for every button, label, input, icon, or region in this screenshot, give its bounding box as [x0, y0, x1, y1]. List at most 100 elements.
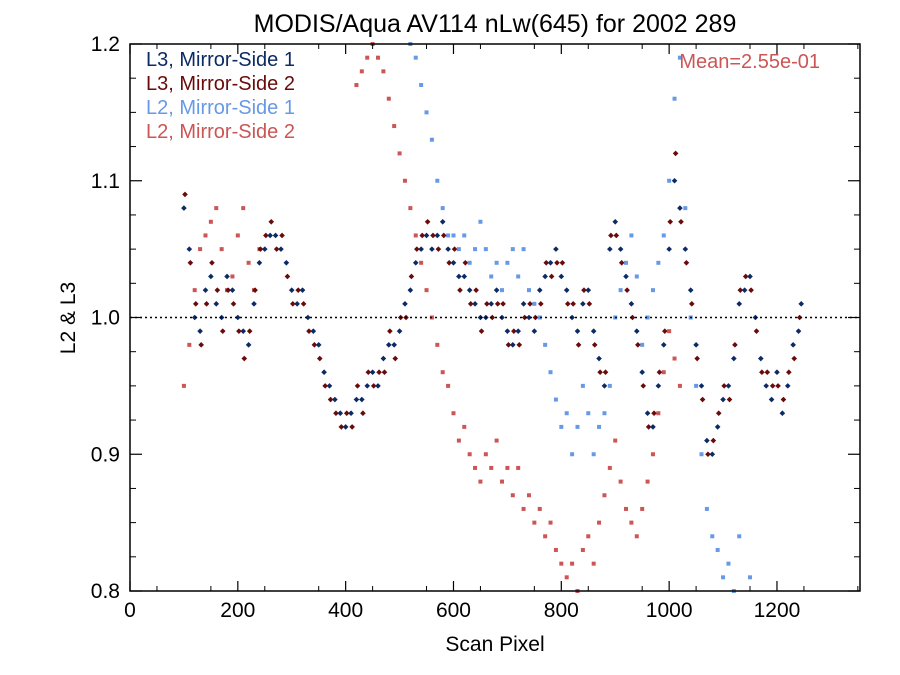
data-point [241, 206, 246, 211]
data-point [229, 287, 236, 293]
data-point [532, 301, 537, 306]
data-point [564, 575, 569, 580]
data-point [699, 396, 706, 403]
data-point [236, 328, 242, 334]
data-point [440, 370, 445, 375]
data-point [494, 438, 499, 443]
data-point [424, 110, 429, 115]
data-point [462, 260, 469, 266]
data-point [574, 328, 581, 334]
data-point [505, 342, 512, 348]
data-point [651, 410, 657, 417]
data-point [672, 356, 677, 361]
data-point [353, 396, 360, 403]
data-point [553, 246, 559, 252]
data-point [257, 246, 264, 252]
data-point [580, 383, 585, 388]
data-point [241, 355, 248, 362]
data-point [677, 55, 682, 60]
data-point [408, 206, 413, 211]
data-point [693, 342, 699, 348]
data-point [235, 233, 240, 238]
data-point [299, 287, 306, 293]
data-point [748, 287, 754, 293]
data-point [590, 328, 597, 334]
data-point [516, 342, 523, 348]
data-point [467, 452, 472, 457]
data-point [624, 287, 630, 293]
data-point [726, 396, 733, 403]
data-point [553, 397, 558, 402]
data-point [705, 451, 711, 458]
data-point [521, 247, 526, 252]
data-point [435, 178, 440, 183]
data-point [586, 534, 591, 539]
data-point [768, 396, 775, 403]
data-point [219, 328, 226, 334]
data-point [321, 369, 327, 375]
data-point [554, 260, 560, 266]
data-point [569, 314, 575, 321]
data-point [742, 273, 749, 280]
data-point [213, 301, 220, 307]
data-point [429, 246, 435, 252]
data-point [634, 274, 639, 279]
data-point [360, 410, 366, 417]
data-point [660, 342, 667, 348]
data-point [601, 383, 608, 389]
data-point [478, 219, 483, 224]
data-point [759, 369, 765, 375]
data-point [402, 178, 407, 183]
data-point [564, 301, 571, 307]
data-point [747, 273, 753, 280]
data-point [467, 260, 472, 265]
data-point [726, 561, 731, 566]
data-point [466, 287, 473, 293]
data-point [192, 301, 199, 307]
data-point [671, 177, 678, 184]
data-point [462, 424, 467, 429]
data-point [763, 383, 769, 389]
data-point [370, 383, 377, 389]
data-point [784, 383, 791, 389]
data-point [457, 287, 463, 293]
data-point [586, 411, 591, 416]
data-point [710, 437, 717, 444]
legend-entry: L2, Mirror-Side 2 [146, 121, 295, 143]
data-point [634, 534, 639, 539]
data-point [618, 260, 625, 266]
data-point [354, 83, 359, 88]
data-point [375, 383, 381, 389]
data-point [192, 288, 197, 293]
data-point [656, 260, 661, 265]
data-point [316, 355, 323, 362]
data-point [623, 273, 629, 280]
data-point [446, 260, 452, 266]
data-point [721, 383, 727, 389]
data-point [666, 246, 672, 252]
data-point [381, 69, 386, 74]
data-point [197, 328, 203, 334]
data-point [732, 342, 738, 348]
data-point [202, 287, 209, 293]
data-point [440, 232, 447, 239]
data-point [483, 247, 488, 252]
data-point [483, 452, 488, 457]
data-point [536, 287, 543, 293]
data-point [645, 424, 652, 430]
data-point [694, 355, 700, 362]
data-point [198, 342, 204, 348]
mean-annotation: Mean=2.55e-01 [679, 51, 820, 73]
data-point [543, 342, 548, 347]
data-point [245, 342, 252, 348]
data-point [489, 314, 496, 321]
data-point [520, 301, 527, 307]
data-point [365, 369, 372, 375]
data-point [559, 561, 564, 566]
data-point [510, 247, 515, 252]
data-point [704, 506, 709, 511]
data-point [294, 301, 300, 307]
data-point [618, 479, 623, 484]
data-point [359, 69, 364, 74]
